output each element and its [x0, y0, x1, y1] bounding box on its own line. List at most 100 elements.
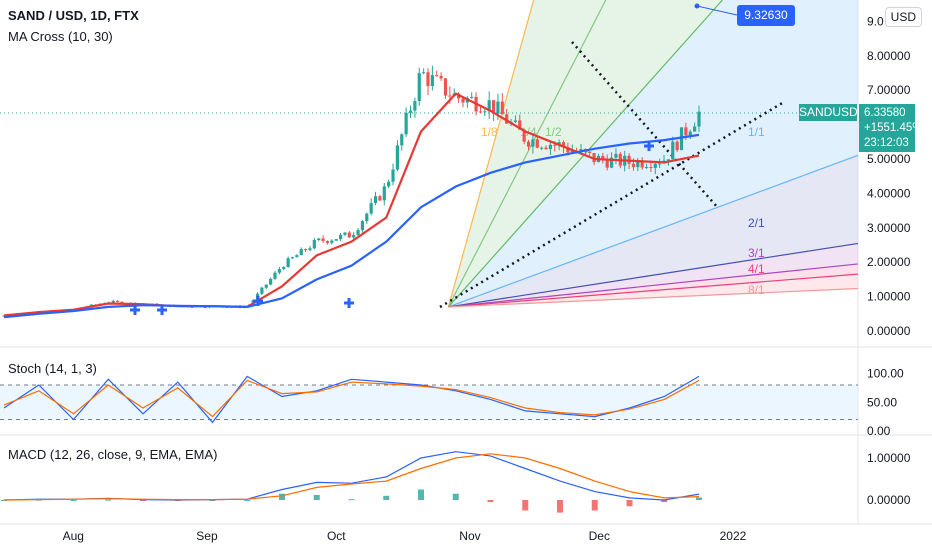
candle-body: [496, 101, 500, 114]
fan-label: 4/1: [748, 262, 765, 276]
candle-body: [518, 120, 522, 130]
candle-body: [483, 111, 487, 113]
fan-label: 3/1: [748, 246, 765, 260]
candle-body: [404, 112, 408, 135]
candle-body: [491, 100, 496, 114]
target-price-badge[interactable]: 9.32630: [737, 5, 795, 26]
candle-body: [330, 240, 334, 243]
candle-body: [395, 145, 399, 170]
candle-body: [644, 167, 649, 169]
candle-body: [601, 155, 605, 160]
stoch-axis-tick: 100.00: [867, 367, 904, 381]
candle-body: [299, 249, 303, 256]
candle-body: [312, 240, 316, 249]
price-axis-tick: 4.00000: [867, 186, 911, 200]
fan-label: 1/8: [481, 125, 498, 139]
candle-body: [413, 101, 417, 111]
macd-histogram-bar: [557, 500, 563, 513]
candle-body: [636, 160, 640, 168]
candle-body: [505, 114, 509, 124]
candle-body: [640, 160, 644, 168]
candle-body: [526, 141, 531, 147]
price-axis-tick: 7.00000: [867, 83, 911, 97]
candle-body: [203, 307, 207, 309]
fan-zone: [448, 0, 858, 307]
time-axis-tick: Nov: [459, 529, 480, 543]
candle-body: [325, 240, 330, 243]
candle-body: [387, 181, 391, 187]
candle-body: [190, 306, 194, 308]
macd-histogram-bar: [105, 499, 112, 501]
candle-body: [544, 147, 548, 150]
candle-body: [334, 239, 338, 241]
price-axis-tick: 1.00000: [867, 290, 911, 304]
candle-body: [269, 278, 273, 285]
candle-body: [470, 96, 474, 98]
candle-body: [369, 203, 373, 214]
fan-label: 1/1: [748, 125, 765, 139]
time-axis-tick: Aug: [63, 529, 84, 543]
candle-body: [588, 151, 592, 153]
support-trendline: [439, 100, 785, 309]
candle-body: [273, 272, 277, 279]
macd-histogram-bar: [487, 500, 494, 503]
candle-body: [277, 269, 281, 273]
candle-body: [513, 120, 518, 122]
fan-line: [448, 263, 859, 308]
ma-slow-line: [3, 133, 700, 319]
candle-body: [352, 234, 356, 238]
time-axis-tick: Dec: [589, 529, 610, 543]
ma-indicator-label: MA Cross (10, 30): [8, 29, 113, 44]
candle-body: [478, 111, 483, 113]
candle-body: [356, 230, 360, 235]
fan-line: [447, 0, 607, 308]
fan-line: [448, 154, 859, 308]
candle-body: [522, 129, 526, 142]
price-axis-tick: 9.0: [867, 14, 884, 28]
macd-histogram-bar: [522, 500, 529, 511]
price-axis-tick: 2.00000: [867, 255, 911, 269]
chart-title: SAND / USD, 1D, FTX: [8, 8, 139, 23]
candle-body: [365, 213, 369, 222]
fan-line: [448, 287, 859, 308]
target-connector: [696, 5, 738, 16]
candle-body: [408, 110, 413, 113]
candle-body: [557, 142, 561, 145]
candle-body: [609, 157, 614, 168]
candle-body: [688, 131, 692, 136]
time-axis-tick: 2022: [720, 529, 747, 543]
candle-body: [548, 144, 552, 150]
candle-body: [317, 238, 321, 241]
macd-histogram-bar: [313, 494, 320, 500]
currency-selector[interactable]: USD: [884, 7, 922, 27]
candle-body: [382, 186, 386, 201]
candle-body: [347, 232, 351, 238]
fan-line: [448, 273, 859, 308]
last-price-badge: 6.33580 +1551.45% 23:12:03: [859, 104, 923, 152]
candle-body: [487, 100, 491, 112]
macd-histogram-bar: [591, 500, 598, 511]
fan-line: [448, 242, 859, 308]
price-axis-tick: 8.00000: [867, 49, 911, 63]
candle-body: [439, 75, 443, 79]
candle-body: [308, 248, 312, 251]
candle-body: [343, 232, 347, 235]
candle-body: [360, 221, 365, 231]
macd-histogram-bar: [140, 500, 146, 501]
candle-body: [282, 267, 286, 270]
resistance-trendline: [571, 41, 719, 209]
macd-axis-tick: 0.00000: [867, 493, 911, 507]
candle-body: [430, 75, 434, 87]
candle-body: [535, 139, 539, 148]
macd-histogram-bar: [383, 495, 390, 500]
ma-fast-line: [3, 92, 700, 317]
candle-body: [422, 72, 426, 74]
candle-body: [295, 255, 299, 258]
candle-body: [304, 249, 308, 251]
candle-body: [378, 196, 382, 201]
macd-histogram-bar: [348, 499, 355, 501]
candle-body: [697, 111, 701, 127]
macd-histogram-bar: [279, 493, 285, 500]
stoch-k-line: [3, 375, 700, 424]
